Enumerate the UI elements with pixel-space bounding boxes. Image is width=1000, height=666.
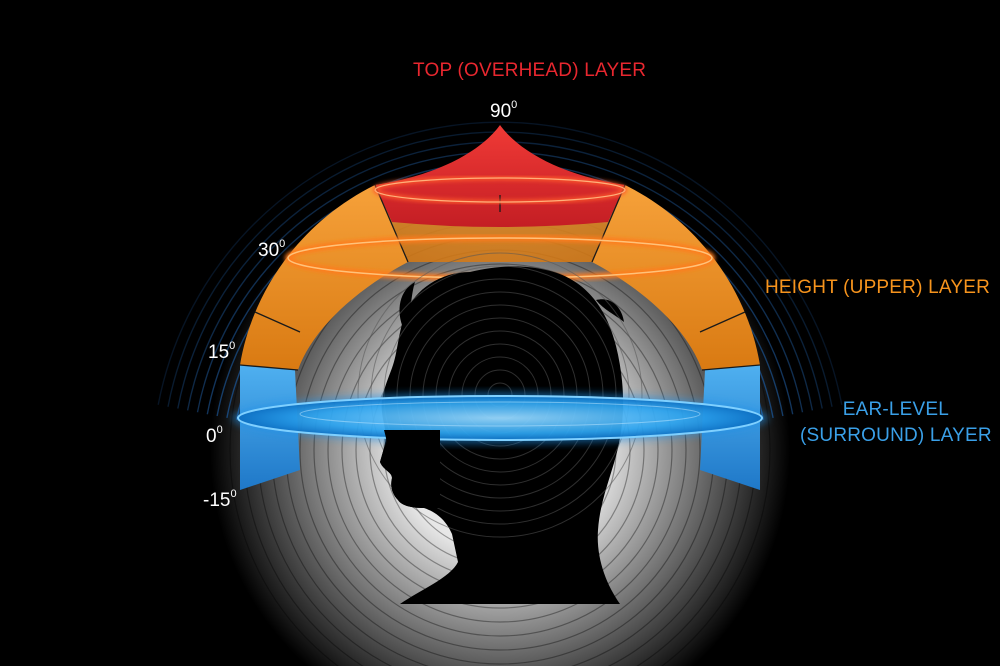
ear-level-layer-label: EAR-LEVEL (SURROUND) LAYER [800, 397, 992, 449]
height-layer-label: HEIGHT (UPPER) LAYER [765, 277, 991, 298]
head-ring [357, 252, 643, 538]
outer-wave-arc [157, 121, 843, 405]
angle-label-minus-15: -150 [203, 488, 237, 511]
ear-label-line2: (SURROUND) LAYER [800, 425, 992, 446]
angle-dividers [239, 184, 761, 371]
angle-label-0: 00 [206, 424, 223, 447]
angle-label-30: 300 [258, 238, 286, 261]
top-layer-ring [373, 176, 627, 204]
ripple-ring [313, 263, 687, 637]
head-front-overlay [380, 430, 440, 508]
ear-level-disc [232, 392, 768, 444]
angle-label-90: 900 [490, 99, 518, 122]
top-layer-label: TOP (OVERHEAD) LAYER [413, 60, 647, 81]
angle-label-15: 150 [208, 340, 236, 363]
ear-label-line1: EAR-LEVEL [842, 399, 950, 420]
head-ring [370, 265, 630, 525]
